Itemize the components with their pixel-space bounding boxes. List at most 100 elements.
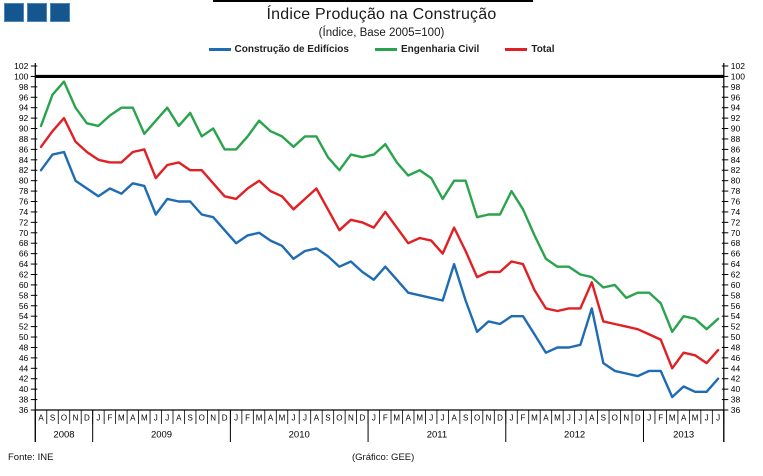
month-label: J (510, 414, 514, 423)
top-border-line (213, 0, 533, 2)
y-axis-label-right: 56 (731, 301, 741, 311)
y-axis-label-left: 80 (19, 176, 29, 186)
month-label: O (61, 414, 67, 423)
legend-swatch-engenharia (374, 48, 397, 51)
y-axis-label-left: 68 (19, 238, 29, 248)
month-label: A (681, 414, 687, 423)
y-axis-label-right: 84 (731, 155, 741, 165)
month-label: N (486, 414, 492, 423)
y-axis-label-right: 68 (731, 238, 741, 248)
month-label: J (567, 414, 571, 423)
year-label: 2013 (673, 430, 694, 441)
month-label: M (393, 414, 400, 423)
month-label: J (441, 414, 445, 423)
y-axis-label-right: 60 (731, 280, 741, 290)
month-label: J (234, 414, 238, 423)
legend-swatch-edificios (208, 48, 231, 51)
month-label: O (199, 414, 205, 423)
month-label: F (383, 414, 388, 423)
month-label: D (635, 414, 641, 423)
month-label: A (314, 414, 320, 423)
month-label: J (291, 414, 295, 423)
y-axis-label-left: 82 (19, 165, 29, 175)
y-axis-label-left: 64 (19, 259, 29, 269)
y-axis-label-left: 40 (19, 384, 29, 394)
month-label: J (647, 414, 651, 423)
y-axis-label-right: 48 (731, 342, 741, 352)
month-label: J (429, 414, 433, 423)
y-axis-label-left: 38 (19, 395, 29, 405)
y-axis-label-left: 66 (19, 249, 29, 259)
legend-label-total: Total (531, 44, 555, 55)
month-label: M (256, 414, 263, 423)
month-label: A (38, 414, 44, 423)
y-axis-label-left: 100 (14, 71, 28, 81)
month-label: D (222, 414, 228, 423)
month-label: F (245, 414, 250, 423)
y-axis-label-right: 86 (731, 144, 741, 154)
y-axis-label-left: 48 (19, 342, 29, 352)
month-label: M (118, 414, 125, 423)
logo (4, 3, 70, 22)
y-axis-label-left: 42 (19, 374, 29, 384)
logo-square (27, 3, 47, 22)
year-label: 2011 (427, 430, 447, 441)
y-axis-label-left: 88 (19, 134, 29, 144)
month-label: J (154, 414, 158, 423)
month-label: O (474, 414, 480, 423)
month-label: S (325, 414, 330, 423)
month-label: M (416, 414, 423, 423)
y-axis-label-left: 78 (19, 186, 29, 196)
y-axis-label-right: 52 (731, 322, 741, 332)
y-axis-label-left: 54 (19, 311, 29, 321)
y-axis-label-left: 74 (19, 207, 29, 217)
month-label: S (50, 414, 55, 423)
month-label: F (658, 414, 663, 423)
month-label: F (521, 414, 526, 423)
month-label: J (96, 414, 100, 423)
legend-item-total: Total (505, 44, 554, 55)
y-axis-label-right: 76 (731, 197, 741, 207)
y-axis-label-left: 98 (19, 82, 29, 92)
y-axis-label-left: 102 (14, 61, 28, 71)
y-axis-label-right: 98 (731, 82, 741, 92)
month-label: F (107, 414, 112, 423)
month-label: A (451, 414, 457, 423)
month-label: N (73, 414, 79, 423)
y-axis-label-right: 46 (731, 353, 741, 363)
year-label: 2009 (151, 430, 172, 441)
y-axis-label-left: 52 (19, 322, 29, 332)
y-axis-label-left: 70 (19, 228, 29, 238)
chart-subtitle: (Índice, Base 2005=100) (318, 27, 445, 39)
month-label: M (692, 414, 699, 423)
y-axis-label-right: 54 (731, 311, 741, 321)
graphic-credit: (Gráfico: GEE) (352, 452, 415, 463)
y-axis-label-left: 62 (19, 269, 29, 279)
y-axis-label-right: 78 (731, 186, 741, 196)
legend-item-edificios: Construção de Edifícios (208, 44, 349, 55)
month-label: A (589, 414, 595, 423)
month-label: D (359, 414, 365, 423)
month-label: A (543, 414, 549, 423)
y-axis-label-left: 60 (19, 280, 29, 290)
month-label: M (531, 414, 538, 423)
y-axis-label-right: 42 (731, 374, 741, 384)
month-label: J (165, 414, 169, 423)
month-label: M (141, 414, 148, 423)
month-label: D (497, 414, 503, 423)
year-label: 2010 (289, 430, 310, 441)
y-axis-label-right: 66 (731, 249, 741, 259)
y-axis-label-right: 70 (731, 228, 741, 238)
month-label: J (716, 414, 720, 423)
month-label: J (705, 414, 709, 423)
month-label: J (372, 414, 376, 423)
month-label: N (623, 414, 629, 423)
y-axis-label-right: 44 (731, 363, 741, 373)
y-axis-label-right: 82 (731, 165, 741, 175)
month-label: O (612, 414, 618, 423)
logo-square (50, 3, 70, 22)
month-label: O (336, 414, 342, 423)
y-axis-label-right: 64 (731, 259, 741, 269)
